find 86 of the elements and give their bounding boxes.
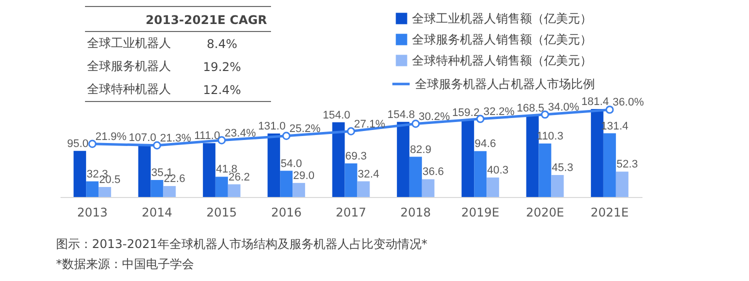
point [476,114,484,124]
bar [138,145,151,197]
bar [332,122,345,197]
bar [344,163,358,197]
data-label: 54.0 [280,158,302,170]
data-label: 52.3 [616,158,638,171]
data-label: 36.6 [422,166,444,178]
data-label: 23.4% [224,127,256,140]
category-label: 全球特种机器人 [86,81,172,98]
data-label: 107.0 [128,132,156,144]
data-label: 29.0 [293,170,315,182]
bar [474,151,487,197]
bar [590,109,604,197]
point [346,127,356,136]
bar [98,187,112,197]
data-label: 25.2% [289,122,321,135]
point [606,106,614,114]
text: 图示：2013-2021年全球机器人市场结构及服务机器人占比变动情况* [56,236,428,253]
data-label: 168.5 [516,102,544,114]
data-label: 32.2% [483,106,515,118]
x-tick-label: 2017 [336,206,366,220]
data-label: 159.2 [452,106,480,119]
legend-label: 全球服务机器人销售额（亿美元） [412,32,592,46]
point [282,132,290,140]
bar [163,186,176,197]
bar [202,143,216,197]
data-label: 36.0% [612,96,644,109]
point [152,141,162,150]
data-label: 95.0 [67,138,89,150]
text: 2013-2021E CAGR [85,7,271,32]
x-tick-label: 2018 [400,206,431,220]
data-label: 131.0 [258,120,286,132]
bar [462,120,474,197]
data-label: 40.3 [487,164,509,176]
data-label: 111.0 [194,130,220,142]
x-tick-label: 2019E [461,206,500,220]
data-label: 82.9 [410,144,432,156]
point [88,140,96,148]
category-label: 全球工业机器人 [86,35,172,52]
data-label: 154.0 [322,109,350,122]
bar [616,172,628,197]
bar [357,181,370,197]
legend-label: 全球工业机器人销售额（亿美元） [412,12,592,26]
data-label: 27.1% [354,118,386,130]
bar [538,144,552,197]
data-label: 21.9% [95,130,127,143]
data-label: 32.4 [358,168,380,180]
bar [150,180,164,197]
text: *数据来源：中国电子学会 [56,256,194,273]
bar [526,115,539,197]
bar [292,182,306,197]
text: 12.4% [202,82,242,96]
x-tick-label: 2015 [206,206,237,220]
data-label: 45.3 [552,162,574,174]
bar [86,181,99,197]
point [540,110,550,119]
bar [74,150,86,197]
bar [268,133,280,197]
bar [396,122,410,197]
text: 8.4% [206,36,238,50]
legend-label: 全球服务机器人占机器人市场比例 [415,77,595,91]
data-label: 94.6 [474,138,496,150]
bar [486,177,500,197]
data-label: 34.0% [548,102,580,114]
bar [603,133,616,197]
x-tick-label: 2020E [526,206,564,220]
text: 19.2% [202,60,242,74]
x-tick-label: 2016 [271,206,302,220]
data-label: 21.3% [160,132,192,144]
bar [215,176,228,197]
category-label: 全球服务机器人 [86,58,172,75]
bar [551,175,564,197]
point [412,120,420,128]
bar [228,184,240,197]
bar [280,170,293,197]
data-label: 69.3 [345,150,367,162]
x-tick-label: 2013 [77,206,108,220]
bar [422,179,434,197]
data-label: 22.6 [164,173,186,186]
x-tick-label: 2014 [142,206,172,220]
legend-label: 全球特种机器人销售额（亿美元） [412,54,592,68]
data-label: 30.2% [418,110,450,123]
x-tick-label: 2021E [590,206,629,220]
data-label: 154.8 [387,108,415,121]
bar [409,156,422,197]
data-label: 181.4 [581,96,609,108]
